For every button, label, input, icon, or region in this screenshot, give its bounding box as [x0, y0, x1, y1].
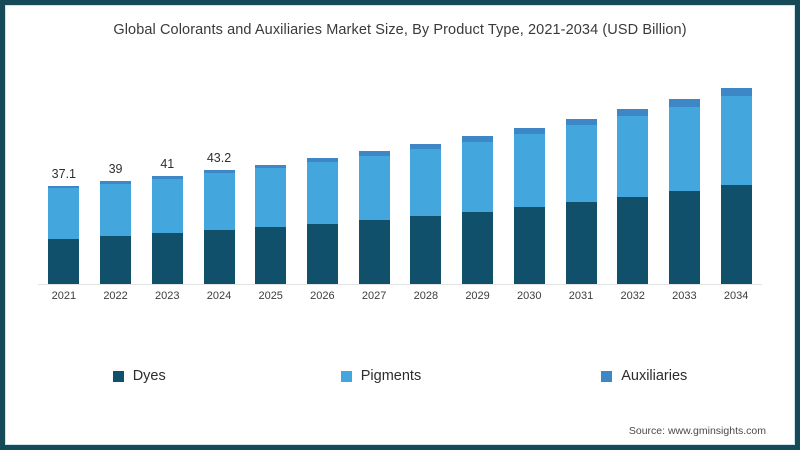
- bar-column[interactable]: [513, 128, 545, 284]
- x-axis-tick-label: 2024: [206, 290, 232, 302]
- axis-baseline: [38, 284, 762, 285]
- bar-segment-auxiliaries[interactable]: [255, 164, 287, 168]
- x-axis-tick-label: 2029: [465, 290, 490, 302]
- bar-segment-auxiliaries[interactable]: [203, 170, 235, 174]
- bar-segment-auxiliaries[interactable]: [306, 158, 338, 163]
- legend-label: Auxiliaries: [621, 368, 688, 384]
- legend-swatch-icon: [112, 370, 124, 382]
- bar-segment-auxiliaries[interactable]: [513, 128, 545, 134]
- bar-column[interactable]: [462, 136, 494, 284]
- bar-segment-dyes[interactable]: [565, 202, 597, 284]
- bar-segment-pigments[interactable]: [513, 133, 545, 208]
- legend-label: Pigments: [360, 368, 422, 384]
- bar-segment-pigments[interactable]: [462, 141, 494, 212]
- x-axis: 2021 2022 2023 2024 2025 2026 2027 2028 2029 2030…: [38, 290, 762, 310]
- bar-column[interactable]: [358, 151, 390, 284]
- bar-segment-dyes[interactable]: [48, 239, 80, 284]
- bar-column[interactable]: [255, 164, 287, 284]
- bar-segment-pigments[interactable]: [100, 183, 132, 237]
- bar-segment-pigments[interactable]: [203, 173, 235, 231]
- bar-segment-auxiliaries[interactable]: [617, 109, 649, 117]
- legend-item[interactable]: Dyes: [112, 368, 166, 384]
- bar-segment-pigments[interactable]: [617, 116, 649, 197]
- bar-segment-dyes[interactable]: [306, 223, 338, 284]
- chart-title: Global Colorants and Auxiliaries Market …: [113, 22, 687, 38]
- bar-segment-pigments[interactable]: [720, 96, 752, 185]
- bar-segment-dyes[interactable]: [358, 220, 390, 284]
- bar-column[interactable]: [617, 109, 649, 284]
- bar-segment-pigments[interactable]: [306, 162, 338, 224]
- legend-swatch-icon: [601, 370, 613, 382]
- bar-segment-dyes[interactable]: [617, 196, 649, 284]
- bar-column[interactable]: [565, 119, 597, 284]
- bar-column[interactable]: [720, 88, 752, 284]
- x-axis-tick-label: 2033: [672, 290, 697, 302]
- bar-segment-dyes[interactable]: [720, 184, 752, 284]
- chart-legend: Dyes Pigments Auxiliaries: [0, 368, 800, 384]
- bar-segment-auxiliaries[interactable]: [668, 99, 700, 107]
- x-axis-tick-label: 2022: [103, 290, 128, 302]
- legend-label: Dyes: [132, 368, 166, 384]
- bar-column[interactable]: [151, 176, 183, 284]
- source-note: Source: www.gminsights.com: [628, 425, 766, 437]
- bar-segment-pigments[interactable]: [358, 155, 390, 221]
- legend-item[interactable]: Auxiliaries: [601, 368, 687, 384]
- bar-value-label: 39: [108, 162, 123, 177]
- bar-column[interactable]: [668, 99, 700, 284]
- x-axis-tick-label: 2021: [51, 290, 77, 302]
- x-axis-tick-label: 2030: [517, 290, 542, 302]
- bar-segment-auxiliaries[interactable]: [720, 88, 752, 97]
- x-axis-tick-label: 2027: [361, 290, 387, 302]
- bar-segment-dyes[interactable]: [151, 233, 183, 284]
- bar-column[interactable]: [410, 144, 442, 284]
- bar-segment-auxiliaries[interactable]: [48, 186, 80, 189]
- bar-segment-dyes[interactable]: [100, 236, 132, 284]
- x-axis-tick-label: 2031: [568, 290, 594, 302]
- bar-column[interactable]: [48, 186, 80, 284]
- bar-segment-pigments[interactable]: [565, 125, 597, 203]
- bar-segment-pigments[interactable]: [151, 178, 183, 234]
- x-axis-tick-label: 2025: [258, 290, 283, 302]
- x-axis-tick-label: 2026: [310, 290, 335, 302]
- bar-segment-pigments[interactable]: [255, 168, 287, 228]
- bar-column[interactable]: [100, 181, 132, 284]
- legend-swatch-icon: [340, 370, 352, 382]
- bar-segment-pigments[interactable]: [48, 188, 80, 240]
- legend-item[interactable]: Pigments: [340, 368, 422, 384]
- x-axis-tick-label: 2028: [413, 290, 439, 302]
- x-axis-tick-label: 2034: [723, 290, 749, 302]
- bar-segment-dyes[interactable]: [255, 227, 287, 284]
- bar-segment-auxiliaries[interactable]: [100, 181, 132, 184]
- x-axis-tick-label: 2032: [620, 290, 645, 302]
- bar-segment-auxiliaries[interactable]: [358, 151, 390, 156]
- bar-value-label: 43.2: [206, 151, 232, 166]
- bar-segment-pigments[interactable]: [668, 106, 700, 192]
- bar-segment-auxiliaries[interactable]: [565, 119, 597, 126]
- bar-segment-dyes[interactable]: [513, 207, 545, 284]
- bar-segment-dyes[interactable]: [462, 211, 494, 284]
- bar-segment-dyes[interactable]: [410, 216, 442, 284]
- bar-segment-pigments[interactable]: [410, 149, 442, 217]
- bar-segment-auxiliaries[interactable]: [151, 176, 183, 179]
- bar-segment-auxiliaries[interactable]: [462, 136, 494, 142]
- bar-segment-auxiliaries[interactable]: [410, 144, 442, 150]
- bar-column[interactable]: [203, 170, 235, 284]
- plot-area: [38, 78, 762, 284]
- bar-column[interactable]: [306, 158, 338, 284]
- bar-value-label: 37.1: [51, 167, 77, 182]
- bar-segment-dyes[interactable]: [668, 191, 700, 284]
- x-axis-tick-label: 2023: [155, 290, 180, 302]
- bar-segment-dyes[interactable]: [203, 230, 235, 284]
- bar-value-label: 41: [160, 157, 175, 172]
